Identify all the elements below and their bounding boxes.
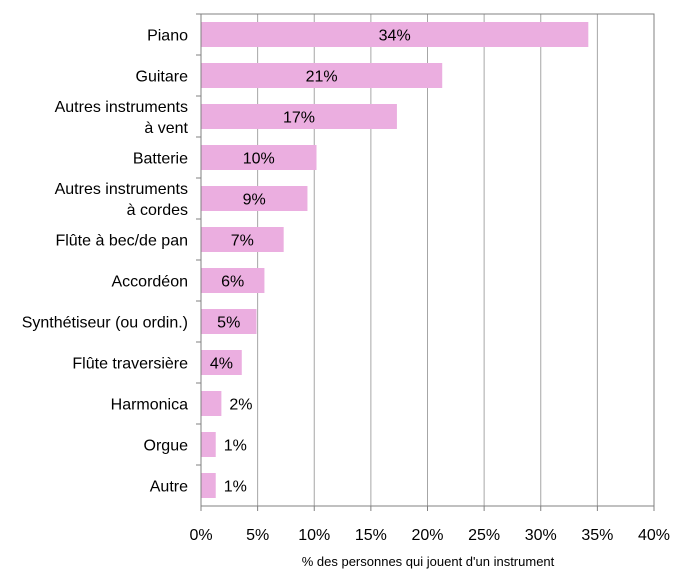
- bar: [201, 63, 443, 88]
- label-layer: 34% Piano 21% Guitare 17% Autres instruments à…: [22, 28, 411, 496]
- category-label: Autres instruments à vent: [55, 99, 189, 137]
- category-label: Piano: [147, 28, 188, 45]
- data-label: 5%: [217, 315, 240, 332]
- data-label: 21%: [306, 69, 338, 86]
- bar: [201, 104, 397, 129]
- category-label: Flûte à bec/de pan: [55, 233, 188, 250]
- category-label: Accordéon: [112, 274, 189, 291]
- x-tick-label: 15%: [355, 527, 387, 544]
- data-label: 10%: [243, 151, 275, 168]
- x-tick-label: 40%: [638, 527, 670, 544]
- x-tick-label: 20%: [411, 527, 443, 544]
- x-tick-label: 0%: [189, 527, 212, 544]
- bar: [201, 350, 242, 375]
- data-label: 2%: [229, 397, 252, 414]
- x-tick-label: 35%: [581, 527, 613, 544]
- data-label: 9%: [243, 192, 266, 209]
- data-label: 6%: [221, 274, 244, 291]
- data-label: 17%: [283, 110, 315, 127]
- x-tick-label: 5%: [246, 527, 269, 544]
- data-label: 7%: [231, 233, 254, 250]
- x-tick-label: 10%: [298, 527, 330, 544]
- category-label: Guitare: [136, 69, 189, 86]
- category-label: Orgue: [144, 438, 189, 455]
- bar: [201, 22, 589, 47]
- category-label: Autre: [150, 479, 188, 496]
- bar: [201, 268, 265, 293]
- x-tick-label: 25%: [468, 527, 500, 544]
- category-label: Harmonica: [111, 397, 188, 414]
- axis-layer: 0% 5% 10% 15% 20% 25% 30% 35% 40%: [189, 13, 670, 544]
- category-label: Synthétiseur (ou ordin.): [22, 315, 188, 332]
- category-label: Flûte traversière: [72, 356, 188, 373]
- data-label: 1%: [224, 479, 247, 496]
- x-axis-title: % des personnes qui jouent d'un instrume…: [302, 554, 555, 569]
- bar: [201, 145, 317, 170]
- bar: [201, 227, 284, 252]
- bar: [201, 432, 216, 457]
- bar: [201, 391, 222, 416]
- category-label: Batterie: [133, 151, 188, 168]
- bar: [201, 186, 308, 211]
- data-label: 1%: [224, 438, 247, 455]
- data-label: 34%: [379, 28, 411, 45]
- grid-layer: [257, 14, 598, 506]
- category-label: Autres instruments à cordes: [55, 181, 188, 219]
- bar: [201, 309, 257, 334]
- x-tick-label: 30%: [525, 527, 557, 544]
- bar-layer: [201, 22, 589, 498]
- data-label: 4%: [210, 356, 233, 373]
- bar: [201, 473, 216, 498]
